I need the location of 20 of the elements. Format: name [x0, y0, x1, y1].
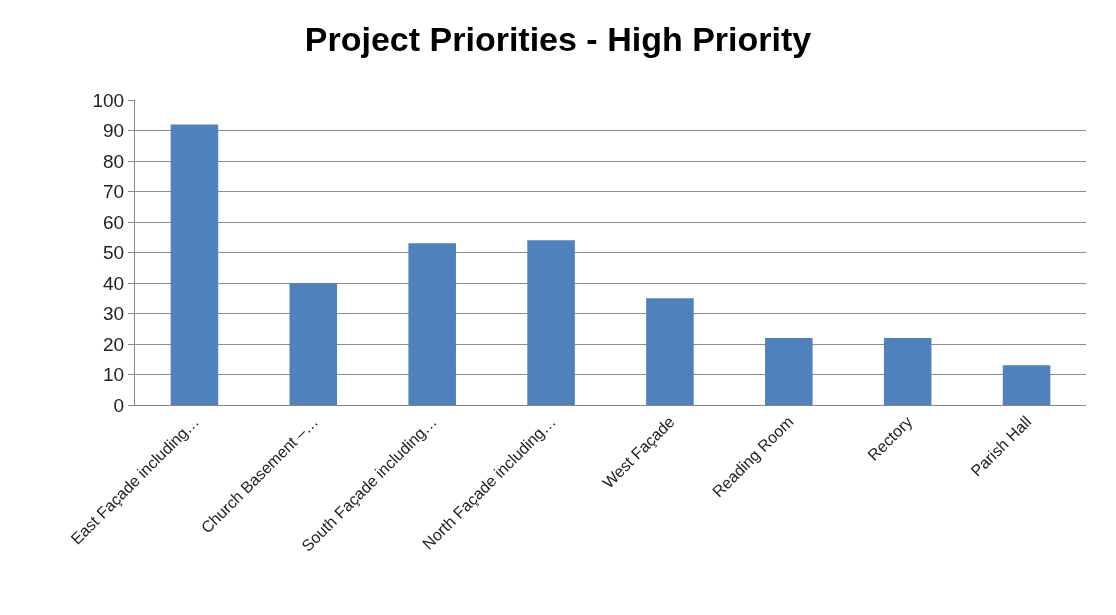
bar [527, 240, 575, 405]
bar [408, 243, 456, 405]
bar [170, 124, 219, 405]
y-tick-label: 70 [103, 181, 125, 203]
y-tick-label: 40 [103, 272, 125, 294]
y-tick-label: 10 [103, 364, 125, 386]
chart-title: Project Priorities - High Priority [304, 20, 812, 59]
y-tick-label: 30 [103, 303, 125, 325]
bar [646, 298, 694, 405]
bar [765, 337, 813, 405]
y-tick-label: 100 [92, 89, 125, 111]
bar [883, 337, 932, 405]
y-tick-label: 90 [103, 120, 125, 142]
bar [1002, 365, 1051, 405]
bar [289, 283, 338, 405]
y-tick-label: 60 [103, 211, 125, 233]
y-tick-label: 20 [103, 333, 125, 355]
y-tick-label: 0 [113, 394, 125, 416]
y-tick-label: 80 [103, 150, 125, 172]
y-tick-label: 50 [103, 242, 125, 264]
